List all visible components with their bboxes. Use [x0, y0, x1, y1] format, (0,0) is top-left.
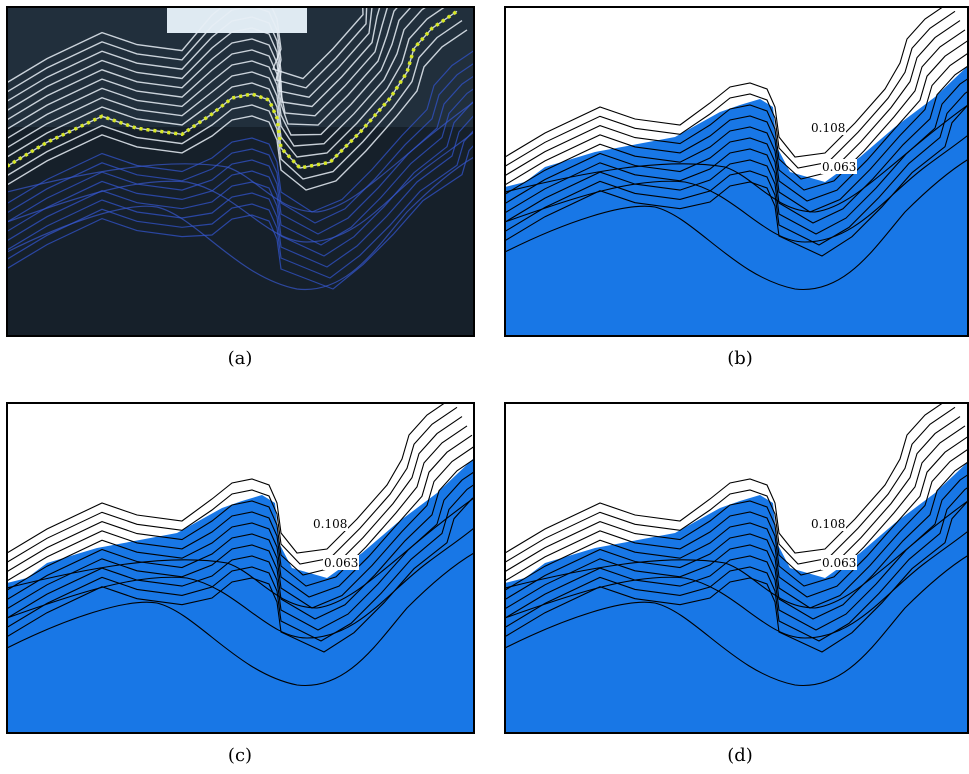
caption: (b)	[727, 348, 753, 369]
caption: (d)	[727, 745, 753, 766]
contour-panel: 0.108 0.063	[7, 398, 497, 733]
contour-panel: 0.108 0.063	[505, 2, 969, 337]
contour-label: 0.063	[822, 160, 856, 174]
figure: 0.108 0.063 0.108 0.063 0.108 0.063 (a) (b)…	[0, 0, 969, 774]
photo-panel	[7, 0, 512, 336]
contour-label: 0.063	[822, 556, 856, 570]
caption: (a)	[228, 348, 253, 369]
contour-label: 0.108	[811, 121, 845, 135]
caption: (c)	[228, 745, 252, 766]
contour-label: 0.108	[811, 517, 845, 531]
contour-panel: 0.108 0.063	[505, 398, 969, 733]
contour-label: 0.108	[313, 517, 347, 531]
contour-label: 0.063	[324, 556, 358, 570]
